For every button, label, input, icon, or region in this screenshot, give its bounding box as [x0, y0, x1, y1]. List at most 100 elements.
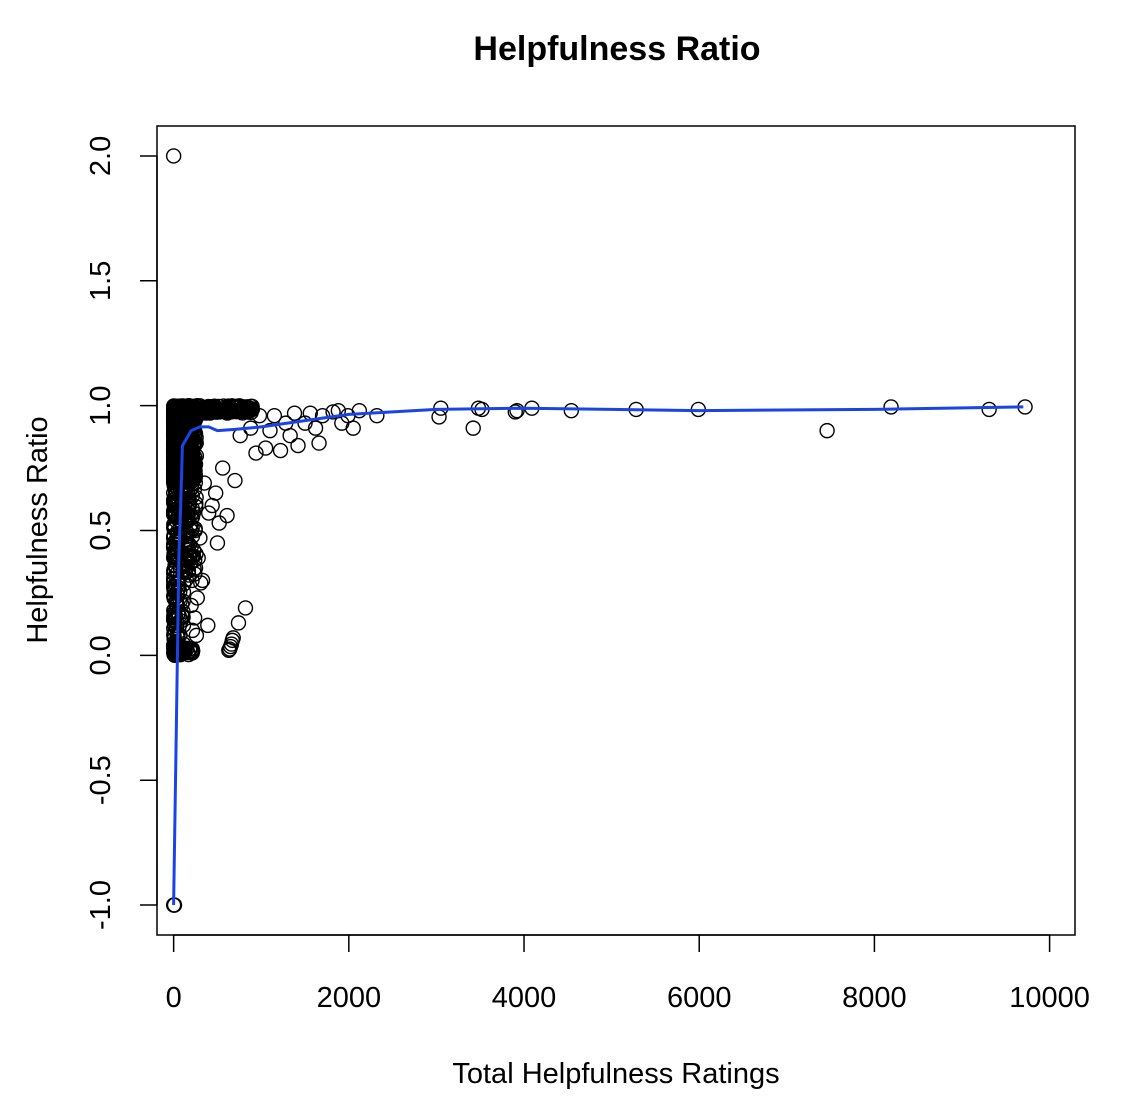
data-point	[175, 584, 192, 600]
data-point	[166, 617, 183, 633]
data-point	[195, 399, 211, 416]
data-point	[180, 402, 196, 419]
data-point	[184, 572, 200, 589]
data-point	[248, 445, 264, 461]
data-point	[194, 572, 211, 589]
data-point	[214, 460, 231, 476]
data-point	[262, 422, 278, 439]
data-point	[177, 405, 193, 421]
data-point	[165, 570, 182, 587]
data-point	[227, 472, 243, 489]
data-point	[226, 403, 243, 419]
data-point	[257, 440, 274, 456]
data-point	[192, 530, 208, 546]
data-point	[167, 644, 183, 661]
chart-title: Helpfulness Ratio	[473, 30, 760, 68]
data-point	[981, 401, 997, 418]
data-point	[166, 605, 182, 621]
data-point	[193, 575, 209, 591]
data-point	[172, 442, 188, 458]
data-point	[431, 409, 447, 425]
data-point	[212, 404, 228, 420]
x-tick-label: 4000	[492, 982, 557, 1014]
data-point	[168, 561, 184, 577]
data-point	[184, 622, 201, 639]
data-point	[204, 497, 220, 514]
data-point	[819, 422, 835, 439]
data-point	[167, 401, 184, 418]
data-point	[189, 398, 205, 414]
data-point	[883, 399, 899, 415]
data-point	[230, 615, 247, 631]
smooth-trend-line	[172, 405, 1024, 906]
data-point	[167, 508, 183, 525]
data-point	[184, 641, 201, 657]
x-tick-label: 0	[166, 982, 182, 1014]
data-point	[297, 415, 313, 431]
x-axis-label: Total Helpfulness Ratings	[452, 1058, 779, 1090]
data-point	[230, 399, 246, 415]
x-axis: 0 2000 4000 6000 8000 10000	[166, 934, 1090, 1014]
data-point	[219, 400, 236, 416]
scatter-points	[165, 148, 1033, 913]
data-point	[507, 404, 523, 420]
data-point	[173, 643, 190, 659]
x-tick-label: 8000	[842, 982, 907, 1014]
data-point	[196, 475, 213, 491]
data-point	[200, 505, 217, 521]
data-point	[183, 510, 200, 526]
data-point	[369, 407, 385, 424]
data-point	[165, 148, 182, 164]
data-point	[182, 518, 199, 534]
data-point	[168, 421, 184, 437]
data-point	[186, 542, 202, 559]
y-tick-label: -1.0	[85, 880, 117, 930]
x-tick-label: 2000	[317, 982, 382, 1014]
plot-frame	[156, 125, 1076, 936]
data-point	[188, 627, 205, 644]
data-point	[177, 455, 194, 471]
y-tick-label: -0.5	[85, 755, 117, 805]
data-point	[237, 600, 254, 616]
data-point	[209, 535, 226, 551]
x-tick-label: 10000	[1009, 982, 1090, 1014]
y-axis-label: Helpfulness Ratio	[22, 416, 54, 643]
data-point	[207, 485, 224, 501]
data-point	[219, 507, 235, 524]
data-point	[266, 407, 283, 424]
y-axis: -1.0 -0.5 0.0 0.5 1.0 1.5 2.0	[85, 136, 158, 930]
data-point	[166, 422, 182, 438]
data-point	[169, 545, 185, 562]
data-point	[211, 515, 227, 531]
data-point	[251, 407, 268, 424]
data-point	[190, 550, 206, 566]
data-point	[169, 402, 186, 419]
data-point	[272, 442, 289, 459]
data-point	[311, 435, 327, 451]
data-point	[286, 405, 303, 421]
data-point	[509, 402, 525, 419]
y-tick-label: 2.0	[85, 136, 117, 176]
data-point	[171, 476, 187, 492]
data-point	[221, 642, 237, 659]
data-point	[325, 404, 341, 420]
data-point	[183, 597, 199, 614]
data-point	[330, 402, 347, 419]
data-point	[465, 420, 481, 436]
data-point	[168, 458, 185, 475]
data-point	[190, 404, 206, 420]
data-point	[307, 420, 324, 436]
y-tick-label: 1.0	[85, 385, 117, 425]
data-point	[290, 437, 306, 454]
data-point	[200, 617, 216, 634]
data-point	[166, 612, 182, 628]
x-tick-label: 6000	[667, 982, 732, 1014]
y-tick-label: 0.5	[85, 510, 117, 550]
data-point	[183, 549, 199, 566]
data-point	[167, 533, 184, 550]
data-point	[222, 641, 238, 657]
y-tick-label: 0.0	[85, 635, 117, 675]
dense-point-cloud	[165, 397, 261, 663]
data-point	[166, 528, 182, 544]
